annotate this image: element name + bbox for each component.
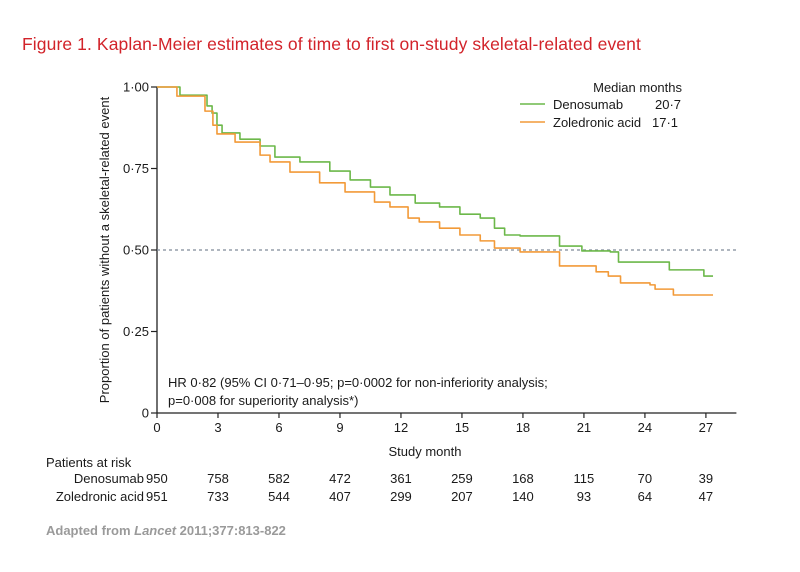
y-axis-title: Proportion of patients without a skeleta… [97, 96, 112, 403]
at-risk-value: 361 [390, 471, 412, 486]
x-tick-label: 24 [638, 420, 652, 435]
at-risk-value: 70 [637, 471, 653, 486]
at-risk-header: Patients at risk [46, 455, 132, 470]
at-risk-value: 207 [451, 489, 473, 504]
x-axis-title: Study month [389, 444, 462, 459]
x-ticks: 0 3 6 9 12 15 18 21 24 27 [153, 413, 713, 435]
x-tick-label: 18 [516, 420, 530, 435]
y-tick-label: 1·00 [123, 80, 149, 95]
hazard-ratio-annotation-line2: p=0·008 for superiority analysis*) [168, 393, 358, 408]
at-risk-value: 407 [329, 489, 351, 504]
at-risk-value: 64 [637, 489, 653, 504]
survival-curves [157, 86, 714, 296]
at-risk-value: 582 [268, 471, 290, 486]
x-tick-label: 21 [577, 420, 591, 435]
y-tick-label: 0·75 [123, 161, 149, 176]
at-risk-value: 950 [146, 471, 168, 486]
figure-title: Figure 1. Kaplan-Meier estimates of time… [22, 34, 641, 54]
x-tick-label: 6 [275, 420, 282, 435]
at-risk-value: 758 [207, 471, 229, 486]
source-journal: Lancet [134, 523, 177, 538]
at-risk-value: 93 [576, 489, 592, 504]
x-tick-label: 3 [214, 420, 221, 435]
x-tick-label: 27 [699, 420, 713, 435]
at-risk-value: 733 [207, 489, 229, 504]
legend-median-zoledronic-acid: 17·1 [652, 115, 678, 130]
y-tick-label: 0 [142, 406, 149, 421]
x-tick-label: 12 [394, 420, 408, 435]
at-risk-value: 472 [329, 471, 351, 486]
at-risk-row-label: Denosumab [73, 471, 144, 486]
y-tick-label: 0·50 [123, 243, 149, 258]
at-risk-value: 140 [512, 489, 534, 504]
at-risk-value: 39 [698, 471, 714, 486]
curve-zoledronic-acid [157, 86, 714, 296]
source-suffix: 2011;377:813-822 [176, 523, 286, 538]
legend-header: Median months [593, 80, 682, 95]
at-risk-value: 259 [451, 471, 473, 486]
legend: Median months Denosumab 20·7 Zoledronic … [520, 80, 682, 130]
legend-median-denosumab: 20·7 [655, 97, 681, 112]
at-risk-value: 544 [268, 489, 290, 504]
x-tick-label: 9 [336, 420, 343, 435]
curve-denosumab [157, 86, 714, 277]
source-prefix: Adapted from [46, 523, 135, 538]
x-tick-label: 0 [153, 420, 160, 435]
at-risk-value: 115 [573, 471, 595, 486]
at-risk-value: 168 [512, 471, 534, 486]
at-risk-value: 47 [698, 489, 714, 504]
at-risk-row-label: Zoledronic acid [55, 489, 144, 504]
y-ticks: 0 0·25 0·50 0·75 1·00 [123, 80, 157, 421]
x-tick-label: 15 [455, 420, 469, 435]
at-risk-value: 299 [390, 489, 412, 504]
hazard-ratio-annotation-line1: HR 0·82 (95% CI 0·71–0·95; p=0·0002 for … [168, 375, 548, 390]
legend-label-denosumab: Denosumab [553, 97, 623, 112]
source-citation: Adapted from Lancet 2011;377:813-822 [46, 523, 286, 538]
y-tick-label: 0·25 [123, 324, 149, 339]
legend-label-zoledronic-acid: Zoledronic acid [553, 115, 641, 130]
at-risk-value: 951 [146, 489, 168, 504]
